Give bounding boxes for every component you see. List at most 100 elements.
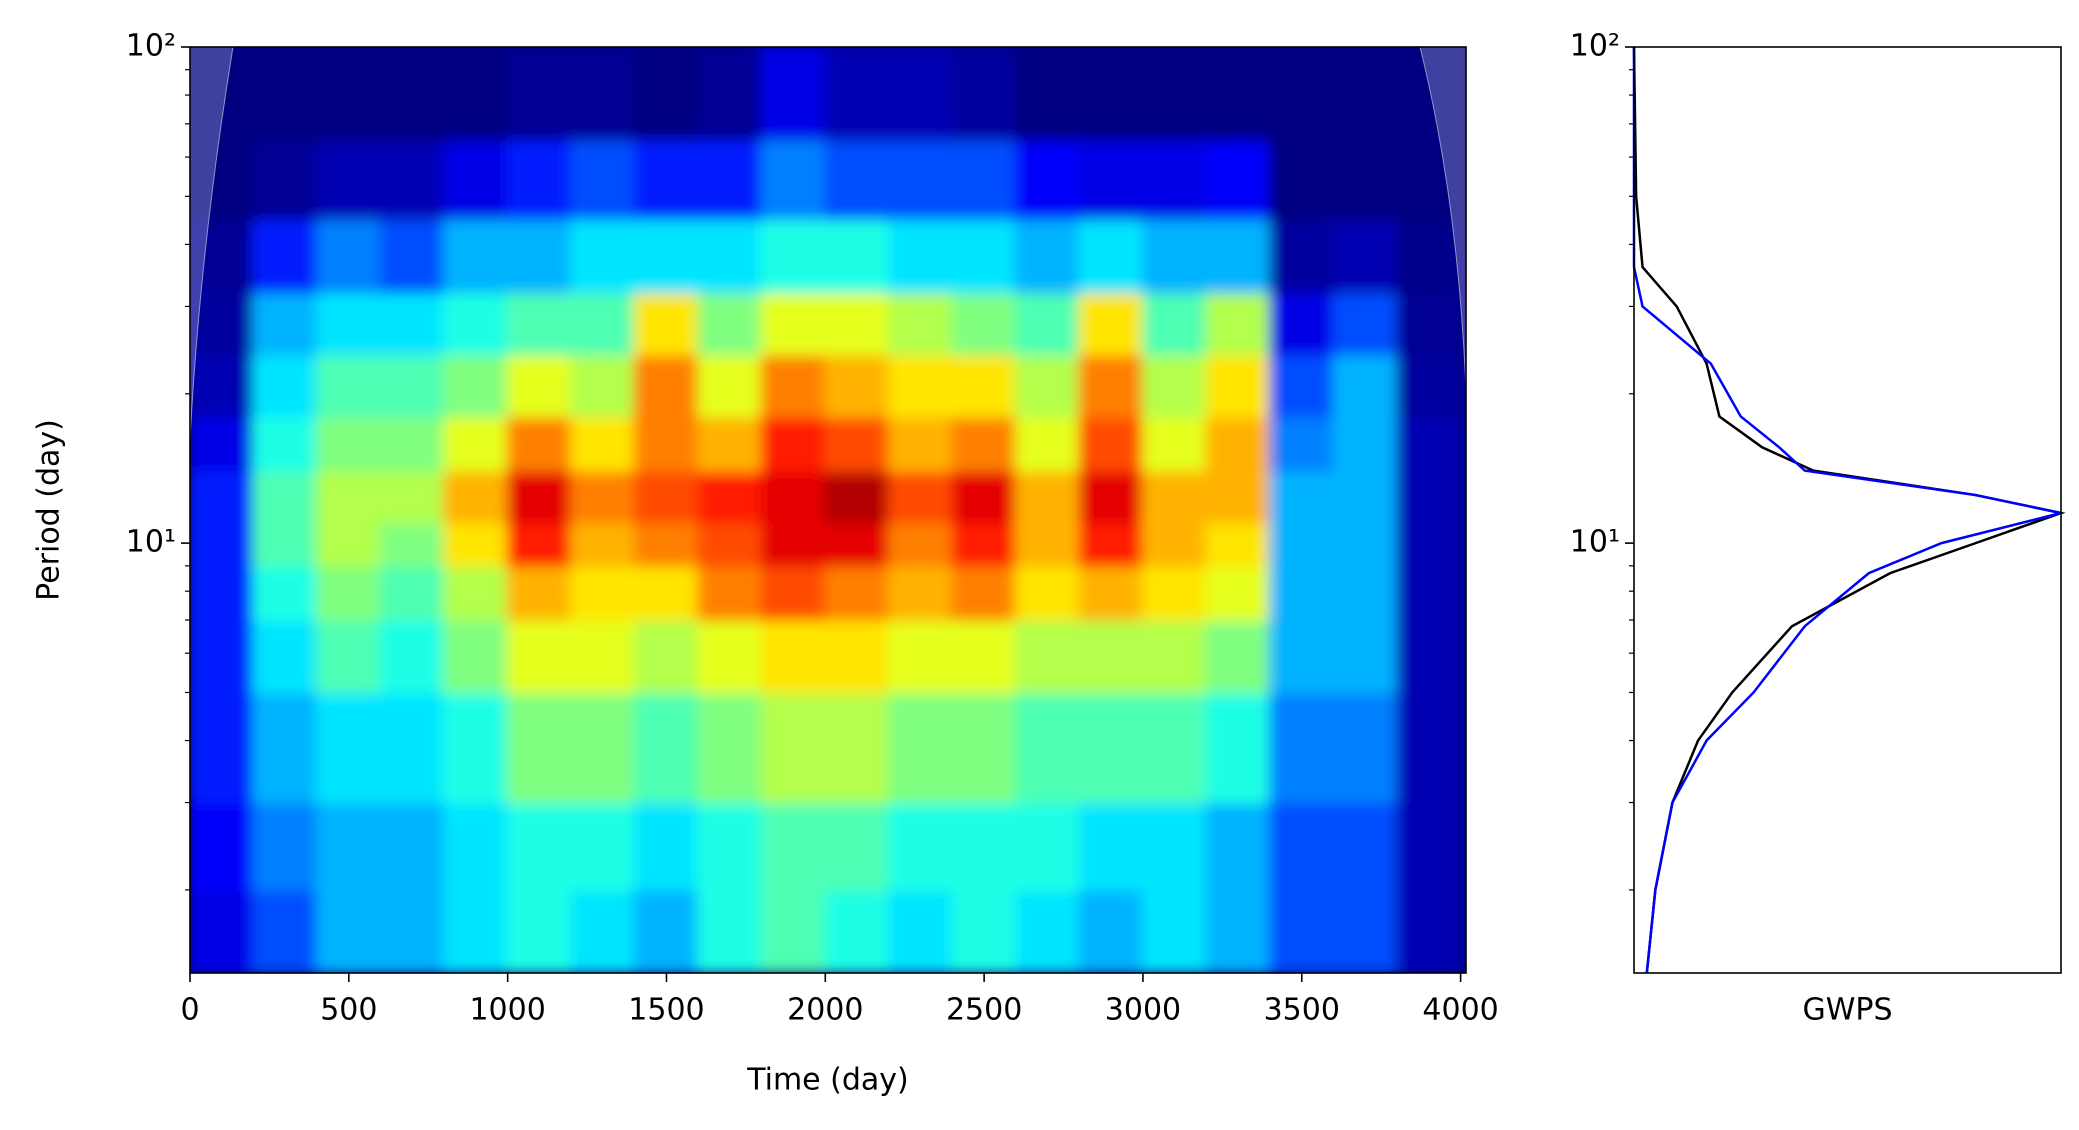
heat-cell bbox=[1014, 291, 1081, 356]
heat-cell bbox=[951, 801, 1017, 891]
heat-cell bbox=[252, 415, 319, 472]
heat-cell bbox=[252, 618, 319, 694]
heat-cell bbox=[1396, 618, 1462, 694]
heat-cell bbox=[1078, 801, 1144, 891]
heat-cell bbox=[951, 291, 1017, 356]
heat-cell bbox=[951, 218, 1017, 294]
axes-frame bbox=[189, 46, 1467, 974]
heat-cell bbox=[443, 618, 509, 694]
x-tick-label: 500 bbox=[320, 993, 377, 1028]
heat-cell bbox=[316, 218, 382, 294]
heat-cell bbox=[316, 291, 382, 356]
heat-cell bbox=[760, 415, 827, 472]
heat-cell bbox=[887, 521, 954, 567]
heat-cell bbox=[1396, 138, 1462, 221]
x-tick-label: 3500 bbox=[1264, 993, 1340, 1028]
heat-cell bbox=[1205, 47, 1272, 141]
heat-cell bbox=[1205, 564, 1272, 621]
heat-cell bbox=[1205, 801, 1272, 891]
heat-cell bbox=[887, 47, 954, 141]
heat-cell bbox=[760, 47, 827, 141]
x-tick-label: 2000 bbox=[787, 993, 863, 1028]
heat-cell bbox=[379, 47, 446, 141]
heat-cell bbox=[1141, 138, 1208, 221]
y-tick-label: 10¹ bbox=[126, 525, 176, 560]
heat-cell bbox=[697, 564, 763, 621]
heat-cell bbox=[887, 353, 954, 418]
heat-cell bbox=[379, 291, 446, 356]
heat-cell bbox=[951, 353, 1017, 418]
heat-cell bbox=[1141, 353, 1208, 418]
y-tick-label: 10¹ bbox=[1570, 525, 1620, 560]
heat-cell bbox=[887, 218, 954, 294]
heat-cell bbox=[443, 218, 509, 294]
heat-cell bbox=[1141, 691, 1208, 804]
heat-cell bbox=[1269, 353, 1335, 418]
heat-cell bbox=[443, 801, 509, 891]
heat-cell bbox=[1078, 469, 1144, 524]
heat-cell bbox=[887, 415, 954, 472]
y-axis-label: Period (day) bbox=[32, 419, 67, 601]
heat-cell bbox=[633, 415, 700, 472]
heat-cell bbox=[1014, 47, 1081, 141]
heat-cell bbox=[1332, 888, 1399, 973]
heat-cell bbox=[1269, 469, 1335, 524]
heat-cell bbox=[252, 469, 319, 524]
heat-cell bbox=[1332, 618, 1399, 694]
heat-cell bbox=[697, 521, 763, 567]
heat-cell bbox=[570, 801, 636, 891]
heat-cell bbox=[1205, 138, 1272, 221]
heat-cell bbox=[1396, 888, 1462, 973]
heat-cell bbox=[379, 521, 446, 567]
heat-cell bbox=[506, 353, 573, 418]
heat-cell bbox=[506, 521, 573, 567]
heat-cell bbox=[570, 218, 636, 294]
heat-cell bbox=[887, 888, 954, 973]
heat-cell bbox=[379, 138, 446, 221]
heat-cell bbox=[1269, 291, 1335, 356]
heat-cell bbox=[443, 291, 509, 356]
heat-cell bbox=[1205, 691, 1272, 804]
heat-cell bbox=[1141, 888, 1208, 973]
heat-cell bbox=[506, 218, 573, 294]
heat-cell bbox=[633, 618, 700, 694]
gwps-line bbox=[1632, 47, 2062, 974]
heat-cell bbox=[951, 469, 1017, 524]
heat-cell bbox=[1141, 618, 1208, 694]
heat-cell bbox=[1014, 801, 1081, 891]
heat-cell bbox=[633, 291, 700, 356]
heat-cell bbox=[1078, 888, 1144, 973]
heat-cell bbox=[1332, 521, 1399, 567]
heat-cell bbox=[887, 138, 954, 221]
heat-cell bbox=[1332, 415, 1399, 472]
heat-cell bbox=[1014, 618, 1081, 694]
heat-cell bbox=[887, 291, 954, 356]
heat-cell bbox=[1396, 469, 1462, 524]
heat-cell bbox=[1396, 291, 1462, 356]
heat-cell bbox=[697, 47, 763, 141]
heat-cell bbox=[316, 138, 382, 221]
heat-cell bbox=[824, 291, 890, 356]
heat-cell bbox=[443, 353, 509, 418]
heat-cell bbox=[506, 564, 573, 621]
heat-cell bbox=[633, 564, 700, 621]
heat-cell bbox=[570, 469, 636, 524]
heat-cell bbox=[1014, 521, 1081, 567]
heat-cell bbox=[252, 353, 319, 418]
heat-cell bbox=[697, 801, 763, 891]
heat-cell bbox=[824, 47, 890, 141]
x-tick-label: 2500 bbox=[946, 993, 1022, 1028]
heat-cell bbox=[697, 888, 763, 973]
heat-cell bbox=[887, 691, 954, 804]
heat-cell bbox=[1332, 47, 1399, 141]
heat-cell bbox=[190, 218, 255, 294]
heat-cell bbox=[1141, 415, 1208, 472]
heat-cell bbox=[1396, 353, 1462, 418]
heat-cell bbox=[760, 291, 827, 356]
heat-cell bbox=[1205, 618, 1272, 694]
heat-cell bbox=[443, 469, 509, 524]
heat-cell bbox=[443, 521, 509, 567]
heat-cell bbox=[1396, 564, 1462, 621]
heat-cell bbox=[252, 218, 319, 294]
